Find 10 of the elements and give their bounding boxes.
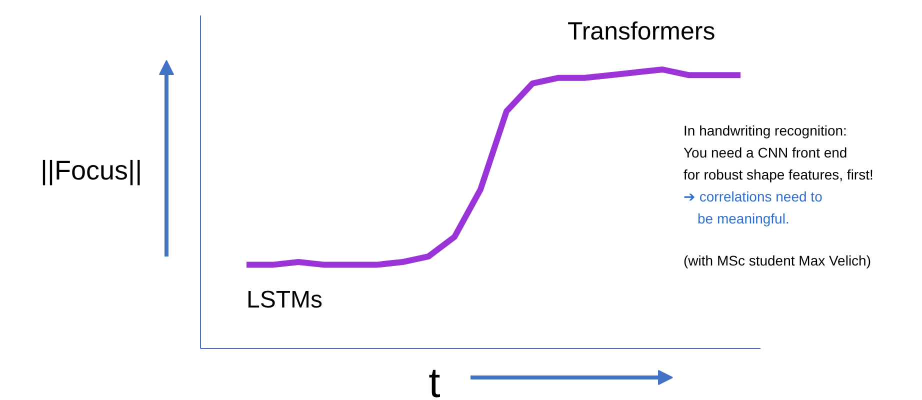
annotation: ➔ correlations need to: [684, 188, 823, 204]
annotation: You need a CNN front end: [684, 144, 848, 160]
annotation: In handwriting recognition:: [684, 122, 847, 138]
annotation: LSTMs: [246, 286, 323, 314]
x-axis-title: t: [428, 359, 441, 400]
annotation: for robust shape features, first!: [684, 166, 874, 182]
annotation: (with MSc student Max Velich): [684, 252, 872, 268]
annotation: be meaningful.: [698, 210, 790, 226]
text: Transformers: [568, 18, 716, 46]
y-axis-title: ||Focus||: [40, 156, 142, 186]
